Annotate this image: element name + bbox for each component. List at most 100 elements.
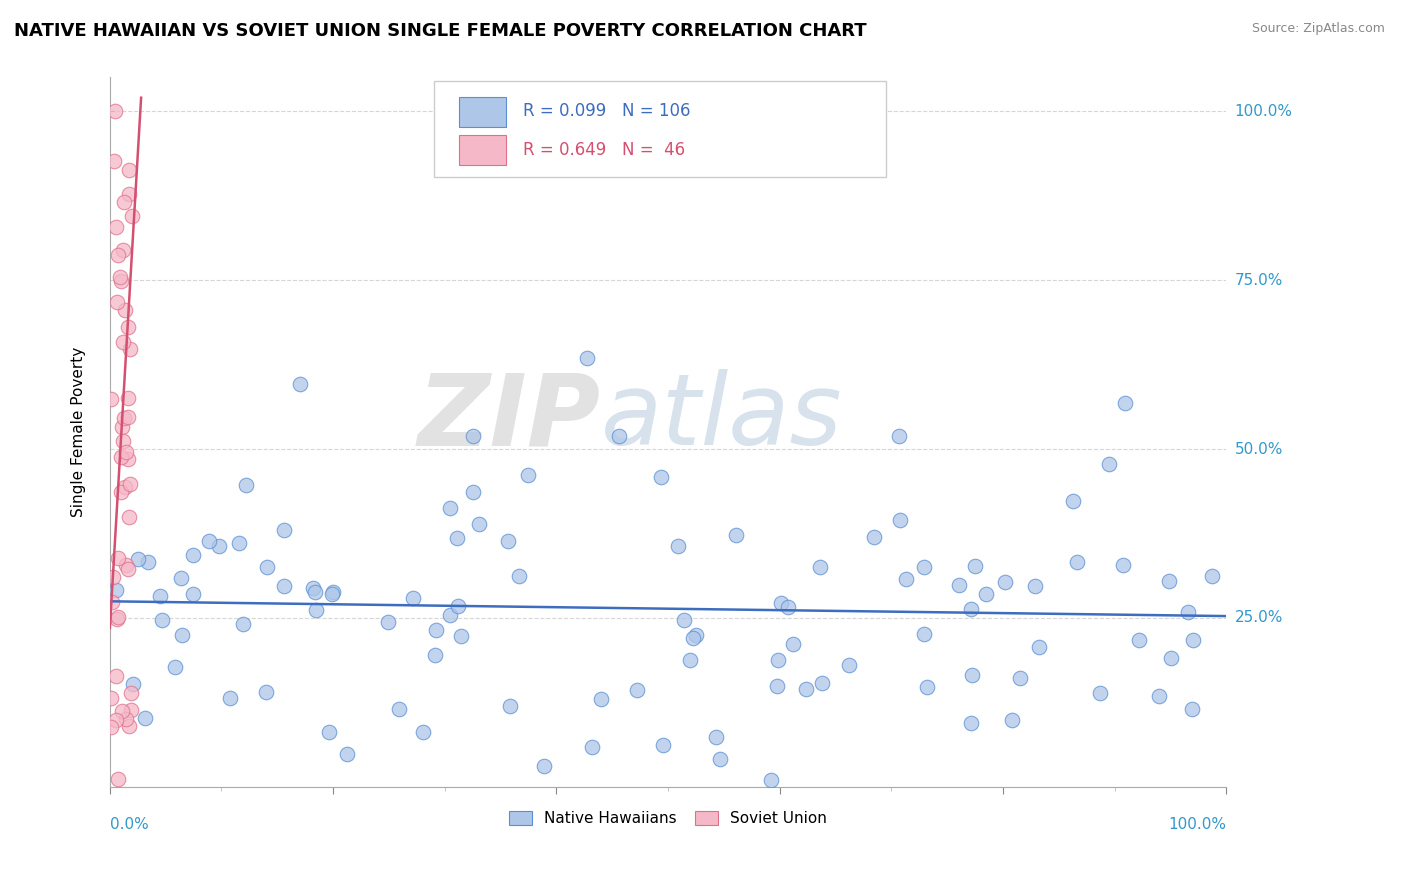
Point [725, 528, 748, 542]
Point [423, 648, 446, 662]
Point [388, 702, 411, 716]
Point [105, 583, 128, 598]
Point [127, 551, 149, 566]
Point [134, 711, 156, 725]
Point [197, 533, 219, 548]
Point [769, 596, 792, 610]
Point [101, 570, 124, 584]
Point [607, 429, 630, 443]
Point [110, 269, 132, 284]
Point [810, 676, 832, 690]
Point [682, 631, 704, 645]
Point [782, 637, 804, 651]
Point [170, 572, 193, 586]
Point [256, 560, 278, 574]
Point [439, 607, 461, 622]
Point [118, 163, 141, 178]
Point [118, 719, 141, 733]
Point [766, 652, 789, 666]
FancyBboxPatch shape [460, 97, 506, 127]
Point [172, 628, 194, 642]
Point [273, 524, 295, 538]
Point [912, 559, 935, 574]
Point [110, 274, 132, 288]
Point [1159, 574, 1181, 588]
Point [496, 534, 519, 549]
Point [110, 450, 132, 464]
Point [1114, 396, 1136, 410]
Point [105, 294, 128, 309]
Point [100, 720, 122, 734]
Point [235, 477, 257, 491]
Point [105, 669, 128, 683]
Point [1090, 686, 1112, 700]
Point [1028, 640, 1050, 654]
Point [960, 667, 983, 681]
Point [111, 704, 134, 718]
Point [112, 194, 135, 209]
Point [1181, 702, 1204, 716]
Point [107, 551, 129, 566]
Point [1181, 632, 1204, 647]
Text: R = 0.099   N = 106: R = 0.099 N = 106 [523, 103, 690, 120]
Point [1147, 689, 1170, 703]
Point [704, 730, 727, 744]
Point [322, 584, 344, 599]
Point [107, 610, 129, 624]
Point [101, 594, 124, 608]
Point [104, 104, 127, 119]
Point [100, 691, 122, 706]
Point [1024, 579, 1046, 593]
Point [685, 628, 707, 642]
Point [1010, 671, 1032, 685]
Point [450, 629, 472, 643]
Point [120, 703, 142, 717]
Point [228, 535, 250, 549]
Point [412, 724, 434, 739]
Point [794, 682, 817, 697]
Text: atlas: atlas [602, 369, 842, 467]
Point [112, 411, 135, 425]
Point [136, 555, 159, 569]
Point [118, 477, 141, 491]
Point [118, 509, 141, 524]
Point [446, 531, 468, 545]
Point [117, 391, 139, 405]
Point [163, 660, 186, 674]
Point [447, 599, 470, 613]
Point [115, 558, 138, 572]
Point [105, 612, 128, 626]
Point [114, 712, 136, 726]
Point [254, 685, 277, 699]
Point [117, 410, 139, 425]
Point [461, 429, 484, 443]
Point [915, 680, 938, 694]
Point [533, 758, 555, 772]
Point [912, 627, 935, 641]
Point [960, 715, 983, 730]
Text: NATIVE HAWAIIAN VS SOVIET UNION SINGLE FEMALE POVERTY CORRELATION CHART: NATIVE HAWAIIAN VS SOVIET UNION SINGLE F… [14, 22, 866, 40]
Point [591, 692, 613, 706]
Point [425, 624, 447, 638]
Point [887, 428, 910, 442]
Point [318, 725, 340, 739]
Point [889, 513, 911, 527]
Point [965, 559, 987, 574]
Point [377, 615, 399, 630]
Point [959, 602, 981, 616]
Point [232, 617, 254, 632]
Point [402, 591, 425, 605]
Point [1160, 650, 1182, 665]
Text: 50.0%: 50.0% [1234, 442, 1282, 457]
FancyBboxPatch shape [460, 135, 506, 165]
Text: 75.0%: 75.0% [1234, 273, 1282, 287]
Point [808, 559, 831, 574]
Point [111, 434, 134, 449]
Point [105, 713, 128, 727]
Point [273, 578, 295, 592]
Point [120, 686, 142, 700]
Point [894, 572, 917, 586]
Text: ZIP: ZIP [418, 369, 602, 467]
Point [1128, 632, 1150, 647]
Point [117, 452, 139, 467]
